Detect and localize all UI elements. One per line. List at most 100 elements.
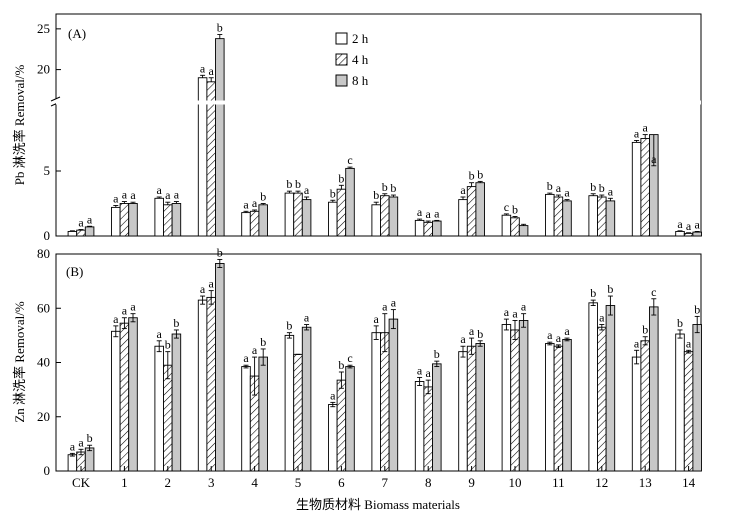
bar-8h <box>518 320 529 472</box>
legend-label-2h: 2 h <box>352 31 369 46</box>
significance-label: a <box>677 217 683 231</box>
bar-2h <box>631 141 642 237</box>
significance-label: a <box>686 336 692 350</box>
bar-4h <box>640 138 650 237</box>
significance-label: b <box>434 347 440 361</box>
y-tick-label: 5 <box>44 163 51 178</box>
bar-8h <box>128 317 138 472</box>
significance-label: b <box>477 167 483 181</box>
significance-label: a <box>564 324 570 338</box>
bar-2h <box>458 351 468 472</box>
significance-label: b <box>547 179 553 193</box>
panel-a-y-axis: 0 5 20 25 <box>37 21 61 243</box>
significance-label: b <box>338 171 344 185</box>
bar-2h <box>67 230 78 237</box>
significance-label: b <box>599 181 605 195</box>
bar-2h <box>675 333 685 472</box>
bar-4h <box>163 204 173 237</box>
significance-label: a <box>304 183 310 197</box>
x-tick-label: 1 <box>121 475 128 490</box>
bar-4h <box>380 332 390 472</box>
significance-label: a <box>200 61 206 75</box>
bar-4h <box>423 221 433 237</box>
x-tick-label: 5 <box>295 475 302 490</box>
bar-4h <box>510 217 520 237</box>
bar-4h <box>553 196 564 237</box>
bar-4h <box>119 322 130 472</box>
significance-label: a <box>391 296 397 310</box>
bar-2h <box>111 330 121 472</box>
bar-8h <box>432 220 442 237</box>
significance-label: a <box>460 332 466 346</box>
significance-label: a <box>426 207 432 221</box>
significance-label: a <box>87 212 93 226</box>
bar-8h <box>258 204 268 237</box>
bar-2h <box>631 356 642 472</box>
panel-a-ylabel: Pb 淋洗率 Removal/% <box>12 65 27 186</box>
significance-label: a <box>695 217 701 231</box>
significance-label: a <box>157 183 163 197</box>
legend-swatch-4h <box>335 53 348 66</box>
significance-label: a <box>157 327 163 341</box>
bar-4h <box>119 203 130 237</box>
legend-swatch-2h <box>335 32 348 45</box>
bar-4h <box>683 232 694 237</box>
x-tick-label: 14 <box>682 475 696 490</box>
bar-8h <box>649 306 659 472</box>
x-tick-label: 11 <box>552 475 565 490</box>
bar-2h <box>241 366 251 472</box>
significance-label: b <box>590 286 596 300</box>
bar-2h <box>371 204 381 237</box>
bar-2h <box>675 230 685 237</box>
bar-2h <box>588 195 598 237</box>
bar-2h <box>284 192 295 237</box>
significance-label: a <box>417 363 423 377</box>
x-axis-title: 生物质材料 Biomass materials <box>296 497 460 512</box>
x-tick-label: 8 <box>425 475 432 490</box>
x-tick-label: CK <box>72 475 91 490</box>
bar-2h <box>371 332 381 472</box>
significance-label: a <box>130 300 136 314</box>
x-tick-label: 6 <box>338 475 345 490</box>
significance-label: a <box>209 64 215 78</box>
bar-2h <box>328 404 338 472</box>
significance-label: b <box>694 302 700 316</box>
bar-4h <box>553 345 564 472</box>
significance-label: a <box>504 305 510 319</box>
bar-2h <box>154 197 164 237</box>
significance-label: a <box>252 196 258 210</box>
bar-4h <box>336 379 347 472</box>
bar-8h <box>562 338 572 472</box>
bar-2h <box>67 454 78 472</box>
significance-label: a <box>374 312 380 326</box>
significance-label: b <box>217 245 223 259</box>
bar-8h <box>215 38 225 237</box>
significance-label: a <box>521 300 527 314</box>
significance-label: a <box>70 439 76 453</box>
bar-4h <box>597 196 607 237</box>
panel-b-y-axis: 0 20 40 60 80 <box>37 246 61 478</box>
significance-label: a <box>434 206 440 220</box>
significance-label: a <box>130 188 136 202</box>
significance-label: a <box>634 336 640 350</box>
bar-2h <box>154 345 164 472</box>
bar-8h <box>388 318 399 472</box>
significance-label: a <box>417 205 423 219</box>
significance-label: b <box>590 180 596 194</box>
bar-4h <box>510 329 520 472</box>
significance-label: a <box>608 184 614 198</box>
significance-label: a <box>634 126 640 140</box>
significance-label: a <box>252 343 258 357</box>
significance-label: b <box>677 316 683 330</box>
bar-2h <box>197 299 208 472</box>
significance-label: b <box>390 181 396 195</box>
y-tick-label: 60 <box>37 300 50 315</box>
bar-4h <box>206 81 216 237</box>
panel-b-ylabel: Zn 淋洗率 Removal/% <box>12 301 27 422</box>
bar-2h <box>588 302 598 472</box>
significance-label: a <box>113 312 119 326</box>
bar-8h <box>301 199 312 237</box>
